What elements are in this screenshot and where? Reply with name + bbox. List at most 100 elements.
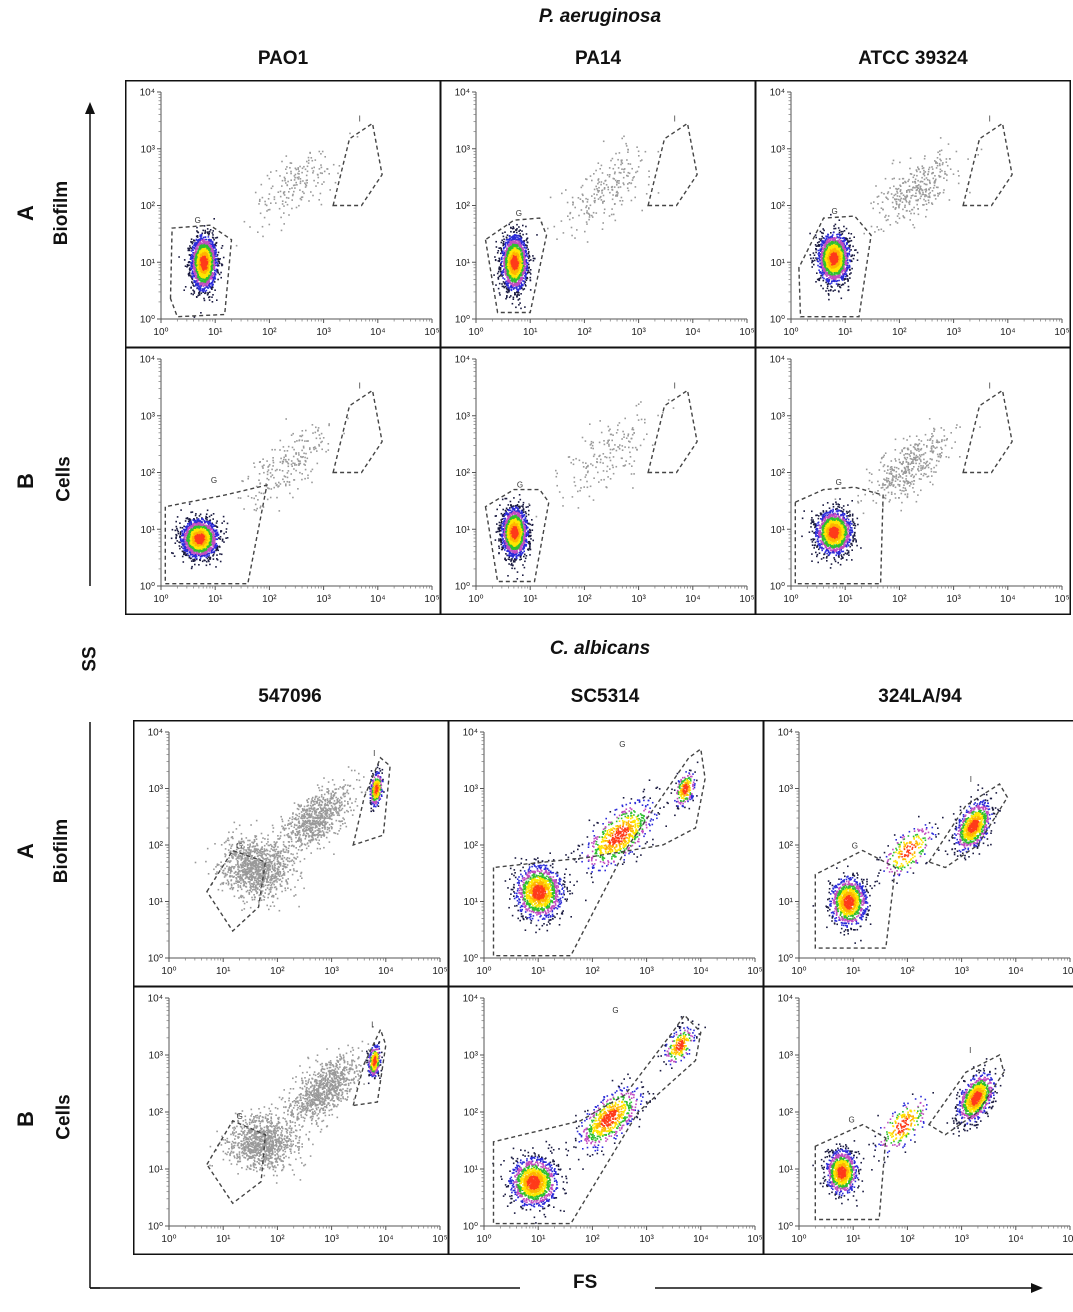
event-point bbox=[506, 271, 508, 273]
event-point bbox=[614, 186, 616, 188]
event-point bbox=[501, 275, 503, 277]
event-point bbox=[191, 238, 193, 240]
event-point bbox=[607, 186, 609, 188]
event-point bbox=[620, 172, 622, 174]
event-point bbox=[195, 259, 197, 261]
event-point bbox=[193, 291, 195, 293]
event-point bbox=[200, 284, 202, 286]
event-point bbox=[513, 265, 515, 267]
event-point bbox=[607, 174, 609, 176]
event-point bbox=[627, 187, 629, 189]
event-point bbox=[509, 236, 511, 238]
event-point bbox=[221, 247, 223, 249]
event-point bbox=[308, 157, 310, 159]
event-point bbox=[207, 241, 209, 243]
event-point bbox=[302, 191, 304, 193]
event-point bbox=[205, 243, 207, 245]
event-point bbox=[244, 221, 246, 223]
event-point bbox=[520, 293, 522, 295]
event-point bbox=[587, 199, 589, 201]
event-point bbox=[512, 236, 514, 238]
event-point bbox=[508, 257, 510, 259]
event-point bbox=[634, 197, 636, 199]
event-point bbox=[581, 209, 583, 211]
event-point bbox=[517, 277, 519, 279]
event-point bbox=[518, 260, 520, 262]
event-point bbox=[329, 189, 331, 191]
event-point bbox=[318, 199, 320, 201]
event-point bbox=[208, 297, 210, 299]
event-point bbox=[520, 308, 522, 310]
event-point bbox=[320, 172, 322, 174]
event-point bbox=[284, 194, 286, 196]
event-point bbox=[281, 230, 283, 232]
event-point bbox=[189, 269, 191, 271]
event-point bbox=[503, 247, 505, 249]
event-point bbox=[621, 197, 623, 199]
event-point bbox=[598, 190, 600, 192]
event-point bbox=[198, 294, 200, 296]
event-point bbox=[280, 217, 282, 219]
event-point bbox=[628, 163, 630, 165]
event-point bbox=[524, 247, 526, 249]
event-point bbox=[205, 275, 207, 277]
event-point bbox=[505, 254, 507, 256]
event-point bbox=[518, 241, 520, 243]
event-point bbox=[507, 251, 509, 253]
event-point bbox=[204, 270, 206, 272]
event-point bbox=[503, 241, 505, 243]
event-point bbox=[596, 188, 598, 190]
event-point bbox=[513, 276, 515, 278]
event-point bbox=[197, 241, 199, 243]
event-point bbox=[497, 273, 499, 275]
event-point bbox=[199, 263, 201, 265]
event-point bbox=[519, 242, 521, 244]
event-point bbox=[614, 203, 616, 205]
event-point bbox=[603, 200, 605, 202]
event-point bbox=[294, 187, 296, 189]
event-point bbox=[200, 268, 202, 270]
event-point bbox=[594, 197, 596, 199]
event-point bbox=[648, 176, 650, 178]
event-point bbox=[202, 260, 204, 262]
event-point bbox=[212, 232, 214, 234]
event-point bbox=[498, 250, 500, 252]
event-point bbox=[203, 285, 205, 287]
event-point bbox=[516, 254, 518, 256]
event-point bbox=[509, 263, 511, 265]
event-point bbox=[202, 250, 204, 252]
event-point bbox=[506, 295, 508, 297]
event-point bbox=[589, 215, 591, 217]
event-point bbox=[198, 285, 200, 287]
event-point bbox=[210, 278, 212, 280]
event-point bbox=[212, 294, 214, 296]
event-point bbox=[615, 195, 617, 197]
gate-label: I bbox=[359, 114, 361, 123]
event-point bbox=[627, 149, 629, 151]
event-point bbox=[839, 230, 841, 232]
event-point bbox=[511, 271, 513, 273]
event-point bbox=[507, 234, 509, 236]
event-point bbox=[298, 176, 300, 178]
event-point bbox=[511, 279, 513, 281]
event-point bbox=[515, 270, 517, 272]
event-point bbox=[510, 231, 512, 233]
event-point bbox=[518, 267, 520, 269]
event-point bbox=[598, 178, 600, 180]
event-point bbox=[199, 274, 201, 276]
event-point bbox=[524, 268, 526, 270]
event-point bbox=[208, 236, 210, 238]
event-point bbox=[178, 256, 180, 258]
event-point bbox=[297, 168, 299, 170]
event-point bbox=[195, 277, 197, 279]
event-point bbox=[204, 274, 206, 276]
event-point bbox=[209, 255, 211, 257]
event-point bbox=[521, 238, 523, 240]
event-point bbox=[195, 284, 197, 286]
event-point bbox=[508, 289, 510, 291]
event-point bbox=[574, 207, 576, 209]
event-point bbox=[520, 286, 522, 288]
event-point bbox=[599, 168, 601, 170]
event-point bbox=[320, 164, 322, 166]
event-point bbox=[613, 178, 615, 180]
